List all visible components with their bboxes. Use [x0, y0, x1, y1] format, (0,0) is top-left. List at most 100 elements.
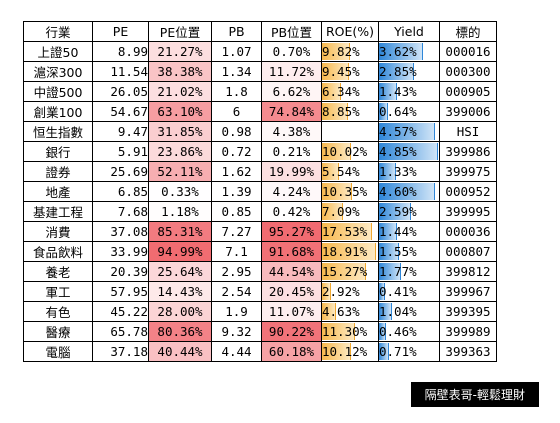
yield-bar — [379, 263, 402, 280]
pe-value: 5.91 — [92, 141, 149, 162]
roe-cell: 18.91% — [321, 241, 379, 262]
header-row: 行業 PE PE位置 PB PB位置 ROE(%) Yield 標的 — [23, 21, 497, 42]
table-row: 上證50 8.99 21.27% 1.07 0.70% 9.82% 3.62% 000016 — [23, 41, 497, 62]
sector-name: 恒生指數 — [23, 121, 93, 142]
table-row: 創業100 54.67 63.10% 6 74.84% 8.85% 0.64% 399006 — [23, 101, 497, 122]
roe-value: 9.45% — [322, 64, 360, 79]
yield-bar — [379, 123, 435, 140]
yield-bar — [379, 163, 396, 180]
roe-value: 15.27% — [322, 264, 368, 279]
yield-value: 4.85% — [379, 144, 417, 159]
yield-cell: 0.46% — [378, 321, 440, 342]
yield-cell: 1.33% — [378, 161, 440, 182]
sector-name: 食品飲料 — [23, 241, 93, 262]
pe-value: 37.18 — [92, 341, 149, 362]
valuation-table: 行業 PE PE位置 PB PB位置 ROE(%) Yield 標的 上證50 8… — [23, 21, 497, 362]
roe-value: 10.12% — [322, 344, 368, 359]
roe-cell: 10.35% — [321, 181, 379, 202]
pb-value: 0.98 — [211, 121, 262, 142]
table-row: 消費 37.08 85.31% 7.27 95.27% 17.53% 1.44% 000036 — [23, 221, 497, 242]
pe-position: 38.38% — [148, 61, 212, 82]
roe-bar — [322, 63, 350, 80]
pb-value: 0.85 — [211, 201, 262, 222]
yield-bar — [379, 83, 398, 100]
roe-bar — [322, 83, 341, 100]
yield-cell: 3.62% — [378, 41, 440, 62]
pb-position: 6.62% — [261, 81, 322, 102]
sector-name: 中證500 — [23, 81, 93, 102]
yield-value: 4.60% — [379, 184, 417, 199]
pe-value: 20.39 — [92, 261, 149, 282]
pb-value: 1.39 — [211, 181, 262, 202]
yield-cell: 4.57% — [378, 121, 440, 142]
sector-name: 軍工 — [23, 281, 93, 302]
roe-bar — [322, 183, 352, 200]
yield-value: 2.85% — [379, 64, 417, 79]
yield-bar — [379, 143, 439, 160]
pb-position: 91.68% — [261, 241, 322, 262]
index-code: 000952 — [439, 181, 497, 202]
sector-name: 創業100 — [23, 101, 93, 122]
yield-bar — [379, 43, 424, 60]
pb-value: 1.34 — [211, 61, 262, 82]
yield-cell: 0.64% — [378, 101, 440, 122]
table-row: 醫療 65.78 80.36% 9.32 90.22% 11.30% 0.46% 399989 — [23, 321, 497, 342]
roe-bar — [322, 223, 373, 240]
pe-position: 25.64% — [148, 261, 212, 282]
pe-value: 45.22 — [92, 301, 149, 322]
roe-cell: 6.34% — [321, 81, 379, 102]
sector-name: 有色 — [23, 301, 93, 322]
yield-bar — [379, 343, 389, 360]
index-code: 000300 — [439, 61, 497, 82]
yield-cell: 1.04% — [378, 301, 440, 322]
yield-value: 0.71% — [379, 344, 417, 359]
pe-position: 52.11% — [148, 161, 212, 182]
roe-bar — [322, 163, 339, 180]
header-pe: PE — [92, 21, 149, 42]
pe-value: 65.78 — [92, 321, 149, 342]
pb-position: 4.24% — [261, 181, 322, 202]
pb-value: 1.07 — [211, 41, 262, 62]
roe-cell: 4.63% — [321, 301, 379, 322]
pb-position: 60.18% — [261, 341, 322, 362]
yield-value: 0.46% — [379, 324, 417, 339]
header-pb-position: PB位置 — [261, 21, 322, 42]
roe-cell — [321, 121, 379, 142]
table-row: 滬深300 11.54 38.38% 1.34 11.72% 9.45% 2.85% 0003… — [23, 61, 497, 82]
roe-bar — [322, 43, 351, 60]
table-row: 軍工 57.95 14.43% 2.54 20.45% 2.92% 0.41% 399967 — [23, 281, 497, 302]
header-pb: PB — [211, 21, 262, 42]
sector-name: 醫療 — [23, 321, 93, 342]
pb-position: 0.42% — [261, 201, 322, 222]
table-row: 電腦 37.18 40.44% 4.44 60.18% 10.12% 0.71% 399363 — [23, 341, 497, 362]
roe-cell: 7.09% — [321, 201, 379, 222]
yield-value: 0.64% — [379, 104, 417, 119]
pe-value: 25.69 — [92, 161, 149, 182]
pb-position: 74.84% — [261, 101, 322, 122]
index-code: 399395 — [439, 301, 497, 322]
header-name: 行業 — [23, 21, 93, 42]
header-yield: Yield — [378, 21, 440, 42]
roe-bar — [322, 283, 332, 300]
pe-position: 94.99% — [148, 241, 212, 262]
yield-cell: 1.55% — [378, 241, 440, 262]
yield-cell: 1.44% — [378, 221, 440, 242]
pe-position: 80.36% — [148, 321, 212, 342]
roe-value: 10.02% — [322, 144, 368, 159]
header-pe-position: PE位置 — [148, 21, 212, 42]
table-row: 恒生指數 9.47 31.85% 0.98 4.38% 4.57% HSI — [23, 121, 497, 142]
sector-name: 基建工程 — [23, 201, 93, 222]
pb-value: 9.32 — [211, 321, 262, 342]
yield-cell: 0.71% — [378, 341, 440, 362]
pb-value: 1.8 — [211, 81, 262, 102]
pe-position: 28.00% — [148, 301, 212, 322]
table-row: 地產 6.85 0.33% 1.39 4.24% 10.35% 4.60% 000952 — [23, 181, 497, 202]
yield-bar — [379, 203, 412, 220]
yield-value: 2.59% — [379, 204, 417, 219]
pb-position: 44.54% — [261, 261, 322, 282]
index-code: HSI — [439, 121, 497, 142]
header-roe: ROE(%) — [321, 21, 379, 42]
yield-bar — [379, 323, 386, 340]
pe-value: 37.08 — [92, 221, 149, 242]
yield-bar — [379, 283, 385, 300]
